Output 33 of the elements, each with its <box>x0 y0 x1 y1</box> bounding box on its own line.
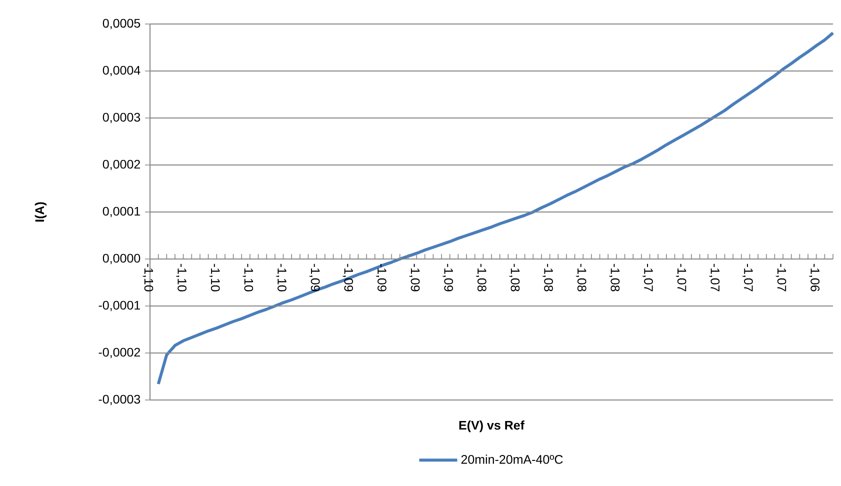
y-tick-label: 0,0003 <box>102 112 140 124</box>
legend-label: 20min-20mA-40ºC <box>461 454 563 464</box>
x-tick-label: -1,08 <box>542 264 553 292</box>
x-tick-label: -1,09 <box>342 264 354 292</box>
x-tick-label: -1,08 <box>476 264 486 292</box>
y-tick-label: -0,0001 <box>98 300 140 312</box>
x-tick-label: -1,09 <box>442 264 454 292</box>
y-tick-label: 0,0001 <box>102 206 140 218</box>
x-tick-label: -1,07 <box>709 264 720 292</box>
y-tick-label: 0,0000 <box>102 254 140 264</box>
x-tick-label: -1,10 <box>276 264 286 292</box>
x-tick-label: -1,10 <box>142 264 154 292</box>
x-tick-label: -1,07 <box>642 264 653 292</box>
y-tick-label: 0,0002 <box>102 160 140 170</box>
x-tick-label: -1,07 <box>742 264 753 292</box>
x-tick-label: -1,07 <box>676 264 686 292</box>
x-tick-label: -1,09 <box>376 264 386 292</box>
y-tick-label: 0,0004 <box>102 66 140 76</box>
x-tick-label: -1,08 <box>509 264 520 292</box>
x-tick-label: -1,08 <box>609 264 620 292</box>
x-tick-label: -1,10 <box>209 264 220 292</box>
y-tick-label: 0,0005 <box>102 18 140 30</box>
y-tick-label: -0,0002 <box>98 348 140 358</box>
x-tick-label: -1,07 <box>776 264 786 292</box>
y-tick-label: -0,0003 <box>98 394 140 406</box>
x-tick-label: -1,09 <box>309 264 320 292</box>
x-tick-label: -1,06 <box>809 264 820 292</box>
x-tick-label: -1,08 <box>576 264 586 292</box>
x-tick-label: -1,09 <box>409 264 420 292</box>
y-axis-title: I(A) <box>34 202 47 222</box>
x-tick-label: -1,10 <box>242 264 254 292</box>
x-tick-label: -1,10 <box>176 264 186 292</box>
x-axis-title: E(V) vs Ref <box>459 420 524 432</box>
